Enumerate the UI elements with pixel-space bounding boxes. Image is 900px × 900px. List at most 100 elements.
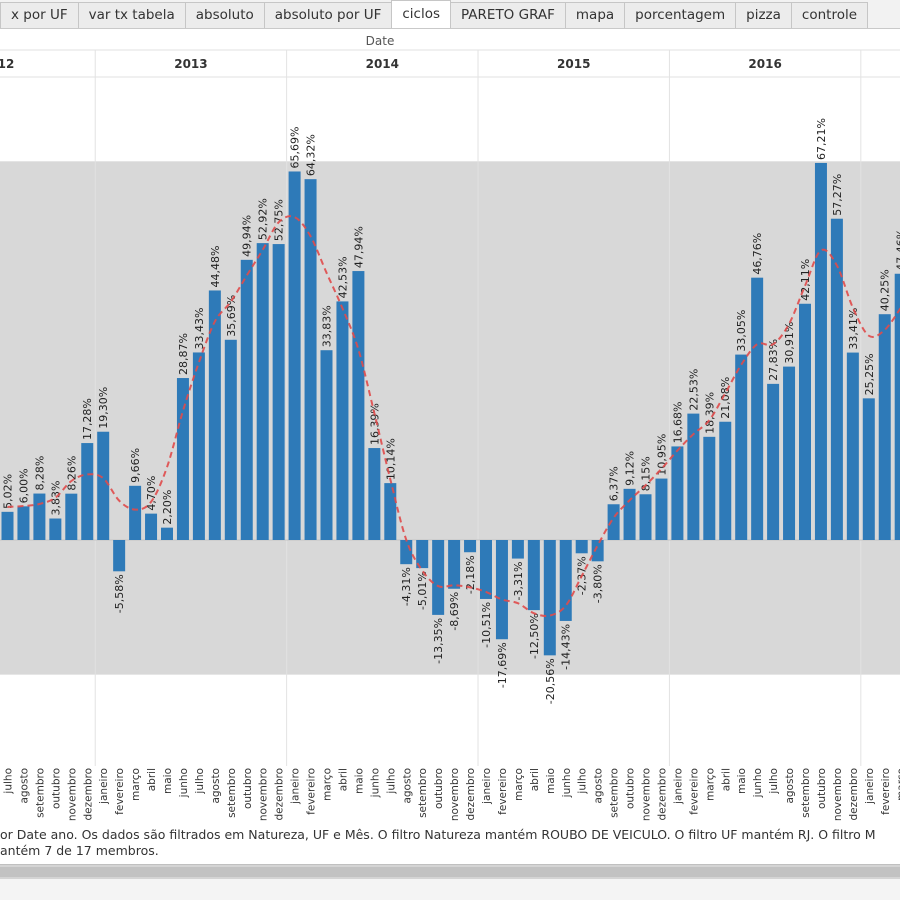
data-label: -3,31%: [512, 562, 525, 601]
data-label: 30,91%: [783, 322, 796, 364]
month-tick-label: dezembro: [656, 768, 668, 821]
bar: [208, 290, 221, 540]
data-label: 10,95%: [655, 434, 668, 476]
month-tick-label: setembro: [226, 768, 238, 818]
data-label: 57,27%: [831, 174, 844, 216]
tab-6[interactable]: mapa: [564, 2, 626, 28]
tab-3[interactable]: absoluto por UF: [263, 2, 393, 28]
year-label: 2016: [748, 57, 781, 71]
data-label: 27,83%: [767, 339, 780, 381]
bar: [480, 540, 492, 599]
reference-band: [0, 161, 900, 675]
data-label: 3,83%: [49, 481, 62, 516]
bar: [336, 301, 349, 540]
bar: [623, 488, 636, 540]
bar: [543, 540, 556, 656]
tab-0[interactable]: x por UF: [0, 2, 79, 28]
data-label: 44,48%: [209, 246, 222, 288]
bar: [511, 540, 524, 559]
data-label: 52,92%: [257, 198, 270, 240]
bar: [145, 513, 158, 540]
tab-2[interactable]: absoluto: [184, 2, 265, 28]
tab-4[interactable]: ciclos: [391, 0, 452, 28]
data-label: 33,41%: [847, 308, 860, 350]
data-label: 67,21%: [815, 118, 828, 160]
bar: [862, 398, 875, 540]
bar: [33, 493, 46, 540]
month-tick-label: dezembro: [848, 768, 860, 821]
bar: [767, 383, 780, 540]
bar: [894, 273, 900, 540]
month-tick-label: abril: [146, 768, 158, 791]
month-tick-label: março: [896, 768, 900, 801]
data-label: 42,53%: [336, 256, 349, 298]
filter-caption-line-2: antém 7 de 17 membros.: [0, 843, 159, 858]
tab-9[interactable]: controle: [790, 2, 869, 28]
month-tick-label: agosto: [593, 768, 605, 804]
trend-line: [7, 215, 900, 617]
month-tick-label: abril: [529, 768, 541, 791]
bar: [113, 540, 126, 572]
data-label: -3,80%: [592, 564, 605, 603]
bar: [527, 540, 540, 611]
month-tick-label: fevereiro: [114, 768, 126, 815]
data-label: -13,35%: [432, 618, 445, 664]
tab-7[interactable]: porcentagem: [624, 2, 737, 28]
bar: [735, 354, 748, 540]
month-tick-label: julho: [768, 768, 780, 795]
tab-5[interactable]: PARETO GRAF: [450, 2, 566, 28]
month-tick-label: dezembro: [465, 768, 477, 821]
data-label: 25,25%: [863, 353, 876, 395]
bar: [272, 244, 285, 540]
month-tick-label: novembro: [832, 768, 844, 821]
month-tick-label: julho: [194, 768, 206, 795]
month-tick-label: janeiro: [98, 768, 110, 805]
data-label: 49,94%: [241, 215, 254, 257]
bar: [65, 493, 78, 540]
data-label: -5,01%: [416, 571, 429, 610]
month-tick-label: junho: [178, 768, 190, 798]
bar: [671, 446, 684, 540]
bar: [368, 448, 381, 540]
data-label: 5,02%: [2, 474, 15, 509]
month-tick-label: janeiro: [672, 768, 684, 805]
bar: [384, 483, 397, 540]
data-label: 21,08%: [719, 377, 732, 419]
bar: [719, 421, 732, 540]
month-tick-label: fevereiro: [497, 768, 509, 815]
data-label: -14,43%: [560, 624, 573, 670]
month-tick-label: dezembro: [82, 768, 94, 821]
month-tick-label: setembro: [800, 768, 812, 818]
bar: [416, 540, 429, 569]
bar: [575, 540, 588, 554]
data-label: 2,20%: [161, 490, 174, 525]
data-label: 9,66%: [129, 448, 142, 483]
tab-8[interactable]: pizza: [735, 2, 792, 28]
bar: [400, 540, 413, 565]
bar-chart: Date 12 2013 2014 2015 2016 5,02% julho 6,00% ago…: [0, 34, 900, 821]
bar: [687, 413, 700, 540]
bar: [878, 314, 891, 540]
date-axis-header: Date: [366, 34, 395, 48]
bar: [639, 494, 652, 540]
tab-1[interactable]: var tx tabela: [77, 2, 186, 28]
month-tick-label: agosto: [210, 768, 222, 804]
month-tick-label: setembro: [609, 768, 621, 818]
data-label: -17,69%: [496, 642, 509, 688]
data-label: 22,53%: [687, 369, 700, 411]
month-tick-label: maio: [353, 768, 365, 794]
data-label: -12,50%: [528, 613, 541, 659]
status-area: [0, 879, 900, 900]
filter-caption-line-1: or Date ano. Os dados são filtrados em N…: [0, 827, 876, 842]
bar: [1, 511, 14, 540]
bar: [751, 277, 764, 540]
month-tick-label: novembro: [449, 768, 461, 821]
month-tick-label: janeiro: [864, 768, 876, 805]
scrollbar-thumb[interactable]: [0, 867, 900, 877]
data-label: 6,00%: [17, 468, 30, 503]
horizontal-scrollbar[interactable]: [0, 864, 900, 879]
month-tick-label: novembro: [66, 768, 78, 821]
data-label: 8,26%: [65, 456, 78, 491]
data-label: 6,37%: [608, 466, 621, 501]
month-tick-label: julho: [385, 768, 397, 795]
